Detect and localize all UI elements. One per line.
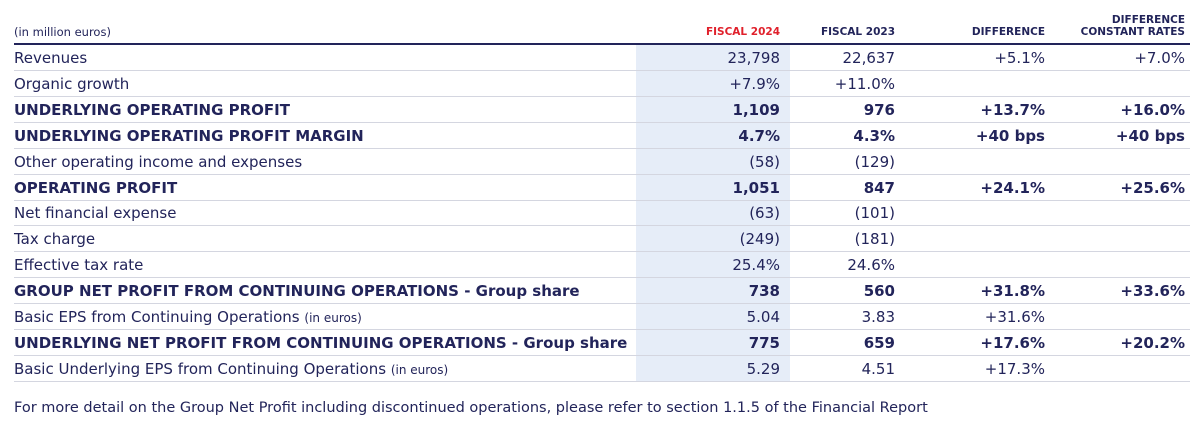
highlight-column (636, 45, 790, 382)
row-label-text: Other operating income and expenses (14, 152, 303, 171)
column-header-line: CONSTANT RATES (1080, 26, 1185, 38)
table-row: UNDERLYING OPERATING PROFIT 1,109 976 +13.7… (14, 97, 1190, 123)
row-label: UNDERLYING NET PROFIT FROM CONTINUING OP… (14, 334, 627, 352)
table-row: UNDERLYING NET PROFIT FROM CONTINUING OP… (14, 330, 1190, 356)
row-label-text: Net financial expense (14, 204, 177, 223)
row-label-note: (in euros) (390, 362, 449, 377)
table-row: Basic EPS from Continuing Operations (in… (14, 304, 1190, 330)
table-cell: 659 (863, 333, 895, 352)
row-label-note: (in euros) (304, 311, 362, 325)
table-cell: (63) (749, 204, 780, 223)
table-cell: 5.29 (746, 359, 780, 378)
row-label-text: Basic EPS from Continuing Operations (14, 308, 300, 326)
table-row: Net financial expense (63) (101) (14, 200, 1190, 227)
table-cell: +40 bps (975, 126, 1045, 145)
row-label-text: UNDERLYING OPERATING PROFIT MARGIN (14, 126, 364, 145)
table-cell: (249) (739, 230, 780, 249)
row-label: Other operating income and expenses (14, 153, 302, 171)
table-cell: 25.4% (732, 256, 780, 275)
table-cell: +11.0% (834, 74, 895, 93)
table-row: GROUP NET PROFIT FROM CONTINUING OPERATI… (14, 278, 1190, 305)
row-label: Organic growth (14, 75, 129, 93)
table-cell: +25.6% (1120, 178, 1185, 197)
column-header: DIFFERENCE CONSTANT RATES (1081, 14, 1185, 38)
row-label: Tax charge (14, 230, 95, 248)
table-cell: 847 (863, 178, 895, 197)
table-row: Effective tax rate 25.4% 24.6% (14, 252, 1190, 279)
row-label-text: UNDERLYING NET PROFIT FROM CONTINUING OP… (14, 333, 628, 352)
unit-label: (in million euros) (14, 25, 111, 39)
table-cell: 1,109 (732, 100, 780, 119)
table-row: OPERATING PROFIT 1,051 847 +24.1% +25.6% (14, 175, 1190, 201)
table-row: Organic growth +7.9% +11.0% (14, 71, 1190, 97)
table-cell: 738 (748, 282, 780, 301)
table-cell: +7.9% (729, 74, 780, 93)
column-header: FISCAL 2024 (706, 26, 780, 38)
row-label: Revenues (14, 49, 87, 67)
table-cell: +7.0% (1134, 49, 1185, 67)
table-cell: +24.1% (980, 178, 1045, 197)
table-row: Revenues 23,798 22,637 +5.1% +7.0% (14, 45, 1190, 71)
table-cell: 22,637 (842, 49, 896, 67)
table-cell: +17.3% (984, 359, 1045, 378)
table-cell: +40 bps (1115, 126, 1185, 145)
table-cell: (129) (854, 152, 895, 171)
table-cell: 4.7% (738, 126, 780, 145)
row-label-text: GROUP NET PROFIT FROM CONTINUING OPERATI… (14, 282, 580, 301)
table-cell: 1,051 (732, 178, 780, 197)
header-rule (14, 43, 1190, 45)
row-label-text: Revenues (14, 49, 88, 67)
table-cell: 775 (748, 333, 780, 352)
table-cell: (101) (854, 204, 895, 223)
table-row: UNDERLYING OPERATING PROFIT MARGIN 4.7% 4.… (14, 123, 1190, 149)
column-header: DIFFERENCE (972, 26, 1045, 38)
row-label: Net financial expense (14, 204, 176, 222)
row-label-text: OPERATING PROFIT (14, 178, 178, 197)
table-cell: +33.6% (1120, 282, 1185, 301)
table-row: Other operating income and expenses (58) (… (14, 149, 1190, 175)
table-cell: +5.1% (994, 49, 1045, 67)
column-header-line: FISCAL 2024 (705, 26, 780, 38)
table-cell: (58) (749, 152, 780, 171)
row-label: UNDERLYING OPERATING PROFIT MARGIN (14, 127, 364, 145)
row-label: GROUP NET PROFIT FROM CONTINUING OPERATI… (14, 282, 580, 300)
table-cell: 976 (863, 100, 895, 119)
row-label-text: Effective tax rate (14, 256, 144, 275)
table-cell: +17.6% (980, 333, 1045, 352)
row-label-text: Basic Underlying EPS from Continuing Ope… (14, 359, 387, 378)
row-label: Basic EPS from Continuing Operations (in… (14, 308, 362, 326)
column-header-line: DIFFERENCE (971, 26, 1045, 38)
table-cell: 4.3% (853, 126, 895, 145)
table-cell: +31.6% (984, 308, 1045, 326)
table-cell: +20.2% (1120, 333, 1185, 352)
row-label-text: Tax charge (14, 230, 96, 249)
table-cell: 560 (863, 282, 895, 301)
row-label: OPERATING PROFIT (14, 179, 177, 197)
table-row: Tax charge (249) (181) (14, 226, 1190, 253)
row-label: UNDERLYING OPERATING PROFIT (14, 101, 290, 119)
table-cell: 24.6% (847, 256, 895, 275)
row-label: Effective tax rate (14, 256, 143, 274)
row-label-text: UNDERLYING OPERATING PROFIT (14, 100, 290, 119)
column-header-line: DIFFERENCE (1111, 14, 1185, 26)
row-label-text: Organic growth (14, 74, 130, 93)
table-cell: (181) (854, 230, 895, 249)
table-cell: +16.0% (1120, 100, 1185, 119)
table-cell: 5.04 (746, 308, 780, 326)
table-cell: +31.8% (980, 282, 1045, 301)
footnote: For more detail on the Group Net Profit … (14, 400, 928, 416)
row-label: Basic Underlying EPS from Continuing Ope… (14, 360, 448, 378)
table-cell: 3.83 (861, 308, 895, 326)
table-cell: 23,798 (727, 49, 781, 67)
column-header-line: FISCAL 2023 (820, 26, 895, 38)
table-row: Basic Underlying EPS from Continuing Ope… (14, 356, 1190, 382)
table-cell: 4.51 (861, 359, 895, 378)
table-cell: +13.7% (980, 100, 1045, 119)
column-header: FISCAL 2023 (821, 26, 895, 38)
